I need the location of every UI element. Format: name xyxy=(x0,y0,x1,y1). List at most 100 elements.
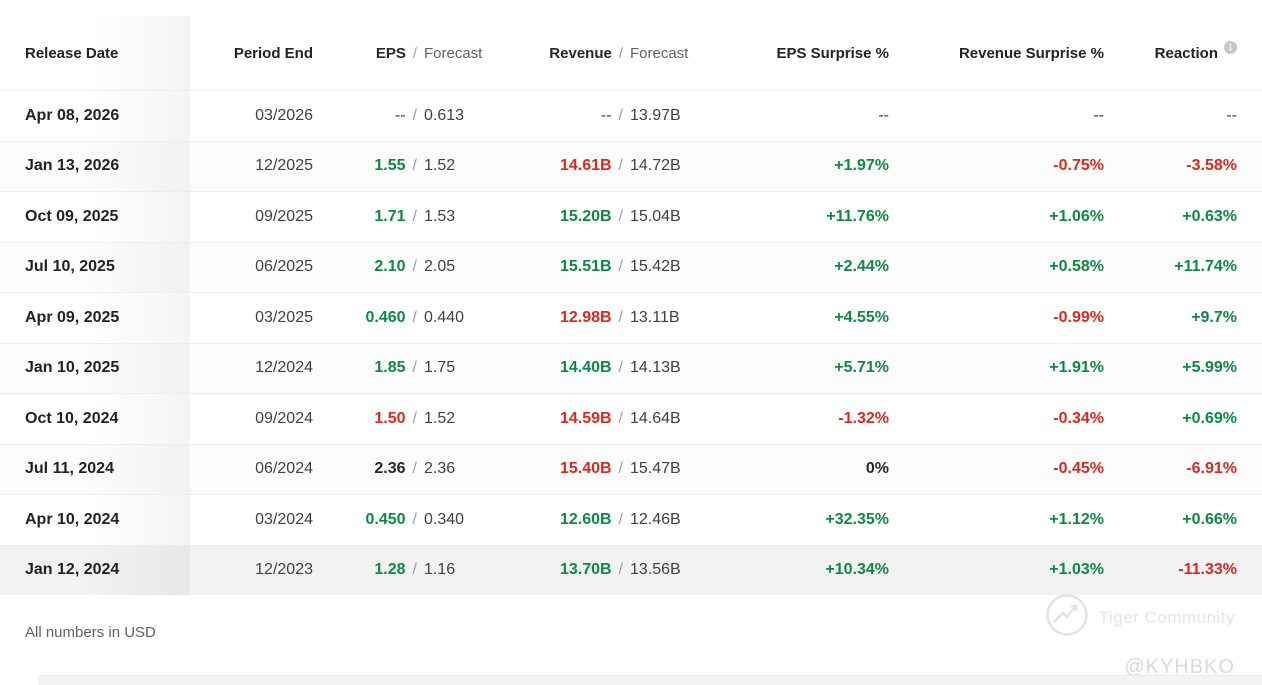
eps-surprise-value: +32.35% xyxy=(825,510,889,528)
eps-forecast-value: 1.16 xyxy=(424,561,456,579)
period-end-cell: 06/2024 xyxy=(190,445,313,495)
table-row[interactable]: Apr 10, 2024 03/2024 0.450 / 0.340 12.60… xyxy=(0,494,1262,545)
period-end-cell: 09/2025 xyxy=(190,192,313,242)
revenue-surprise-value: -0.99% xyxy=(1053,308,1104,326)
table-row[interactable]: Apr 08, 2026 03/2026 -- / 0.613 -- / 13.… xyxy=(0,90,1262,141)
header-reaction-label: Reaction xyxy=(1154,44,1218,62)
revenue-forecast-value: 15.04B xyxy=(630,207,681,225)
release-date-value: Oct 10, 2024 xyxy=(25,409,119,427)
release-date-value: Jul 10, 2025 xyxy=(25,258,115,276)
release-date-value: Jul 11, 2024 xyxy=(25,460,114,478)
table-row[interactable]: Apr 09, 2025 03/2025 0.460 / 0.440 12.98… xyxy=(0,292,1262,343)
eps-surprise-value: +2.44% xyxy=(834,258,889,276)
eps-actual-value: -- xyxy=(394,106,406,124)
eps-actual-value: 1.85 xyxy=(374,359,406,377)
slash: / xyxy=(618,207,623,225)
eps-cell: 1.28 / 1.16 xyxy=(313,546,490,596)
eps-cell: 2.10 / 2.05 xyxy=(313,243,490,293)
revenue-forecast-value: 12.46B xyxy=(630,510,681,528)
release-date-cell: Jan 10, 2025 xyxy=(0,343,190,393)
eps-cell: 0.450 / 0.340 xyxy=(313,495,490,545)
revenue-actual-value: 14.59B xyxy=(559,409,612,427)
release-date-value: Apr 08, 2026 xyxy=(25,106,120,124)
period-end-value: 03/2026 xyxy=(255,106,313,124)
eps-forecast-value: 1.52 xyxy=(424,157,456,175)
reaction-value: +9.7% xyxy=(1191,308,1237,326)
reaction-value: -3.58% xyxy=(1186,157,1237,175)
table-row[interactable]: Jan 13, 2026 12/2025 1.55 / 1.52 14.61B … xyxy=(0,140,1262,191)
header-release-date-label: Release Date xyxy=(25,44,119,62)
slash: / xyxy=(412,258,417,276)
earnings-table: Release Date Period End EPS / Forecast R… xyxy=(0,16,1262,595)
eps-actual-value: 0.460 xyxy=(365,308,406,326)
release-date-cell: Apr 09, 2025 xyxy=(0,293,190,343)
table-row[interactable]: Oct 09, 2025 09/2025 1.71 / 1.53 15.20B … xyxy=(0,191,1262,242)
period-end-value: 12/2024 xyxy=(255,359,313,377)
eps-actual-value: 2.10 xyxy=(374,258,406,276)
eps-surprise-value: 0% xyxy=(865,460,889,478)
eps-forecast-value: 1.75 xyxy=(424,359,456,377)
slash: / xyxy=(618,359,623,377)
revenue-forecast-value: 14.72B xyxy=(630,157,681,175)
slash: / xyxy=(412,460,417,478)
header-revenue: Revenue / Forecast xyxy=(490,16,700,90)
watermark-brand-text: Tiger Community xyxy=(1098,607,1235,627)
period-end-cell: 06/2025 xyxy=(190,243,313,293)
release-date-cell: Apr 10, 2024 xyxy=(0,495,190,545)
eps-actual-value: 1.55 xyxy=(374,157,406,175)
eps-surprise-value: -- xyxy=(878,106,889,124)
revenue-cell: -- / 13.97B xyxy=(490,91,700,141)
header-revenue-surprise: Revenue Surprise % xyxy=(889,16,1104,90)
slash: / xyxy=(412,308,417,326)
eps-cell: 1.85 / 1.75 xyxy=(313,344,490,394)
table-row[interactable]: Jul 11, 2024 06/2024 2.36 / 2.36 15.40B … xyxy=(0,443,1262,495)
eps-surprise-value: +1.97% xyxy=(834,157,889,175)
reaction-value: -- xyxy=(1226,106,1237,124)
reaction-value: +0.66% xyxy=(1182,510,1237,528)
reaction-value: +11.74% xyxy=(1174,258,1237,276)
period-end-cell: 03/2025 xyxy=(190,293,313,343)
revenue-surprise-value: +1.03% xyxy=(1049,561,1104,579)
revenue-surprise-value: +1.12% xyxy=(1049,510,1104,528)
revenue-surprise-value: -0.45% xyxy=(1053,460,1104,478)
period-end-value: 06/2024 xyxy=(255,460,313,478)
revenue-cell: 12.60B / 12.46B xyxy=(490,495,700,545)
table-row[interactable]: Jan 12, 2024 12/2023 1.28 / 1.16 13.70B … xyxy=(0,544,1262,596)
revenue-forecast-value: 15.42B xyxy=(630,258,681,276)
slash: / xyxy=(412,359,417,377)
slash: / xyxy=(618,44,623,62)
release-date-value: Apr 09, 2025 xyxy=(25,308,120,326)
release-date-cell: Jan 13, 2026 xyxy=(0,141,190,191)
header-period-end-label: Period End xyxy=(233,44,313,62)
table-row[interactable]: Jan 10, 2025 12/2024 1.85 / 1.75 14.40B … xyxy=(0,342,1262,394)
eps-actual-value: 1.71 xyxy=(374,207,406,225)
eps-forecast-value: 1.53 xyxy=(424,207,456,225)
release-date-cell: Jan 12, 2024 xyxy=(0,545,190,595)
revenue-surprise-value: +1.91% xyxy=(1049,359,1104,377)
release-date-value: Apr 10, 2024 xyxy=(25,510,120,528)
info-icon[interactable] xyxy=(1224,40,1237,54)
period-end-value: 06/2025 xyxy=(255,258,313,276)
slash: / xyxy=(618,460,623,478)
slash: / xyxy=(618,258,623,276)
table-row[interactable]: Oct 10, 2024 09/2024 1.50 / 1.52 14.59B … xyxy=(0,393,1262,444)
revenue-forecast-value: 14.64B xyxy=(630,409,681,427)
eps-actual-value: 1.28 xyxy=(374,561,406,579)
header-release-date: Release Date xyxy=(0,16,190,90)
table-body: Apr 08, 2026 03/2026 -- / 0.613 -- / 13.… xyxy=(0,90,1262,595)
period-end-cell: 12/2024 xyxy=(190,344,313,394)
table-row[interactable]: Jul 10, 2025 06/2025 2.10 / 2.05 15.51B … xyxy=(0,241,1262,293)
header-eps-label: EPS xyxy=(375,44,406,62)
period-end-value: 03/2024 xyxy=(255,510,313,528)
eps-cell: 1.50 / 1.52 xyxy=(313,394,490,444)
eps-surprise-value: +10.34% xyxy=(825,561,889,579)
period-end-value: 12/2025 xyxy=(255,157,313,175)
slash: / xyxy=(412,44,417,62)
slash: / xyxy=(618,409,623,427)
revenue-cell: 13.70B / 13.56B xyxy=(490,546,700,596)
tiger-logo-icon xyxy=(1045,593,1089,642)
header-period-end: Period End xyxy=(190,16,313,90)
eps-forecast-value: 2.05 xyxy=(424,258,456,276)
slash: / xyxy=(412,409,417,427)
eps-forecast-value: 1.52 xyxy=(424,409,456,427)
